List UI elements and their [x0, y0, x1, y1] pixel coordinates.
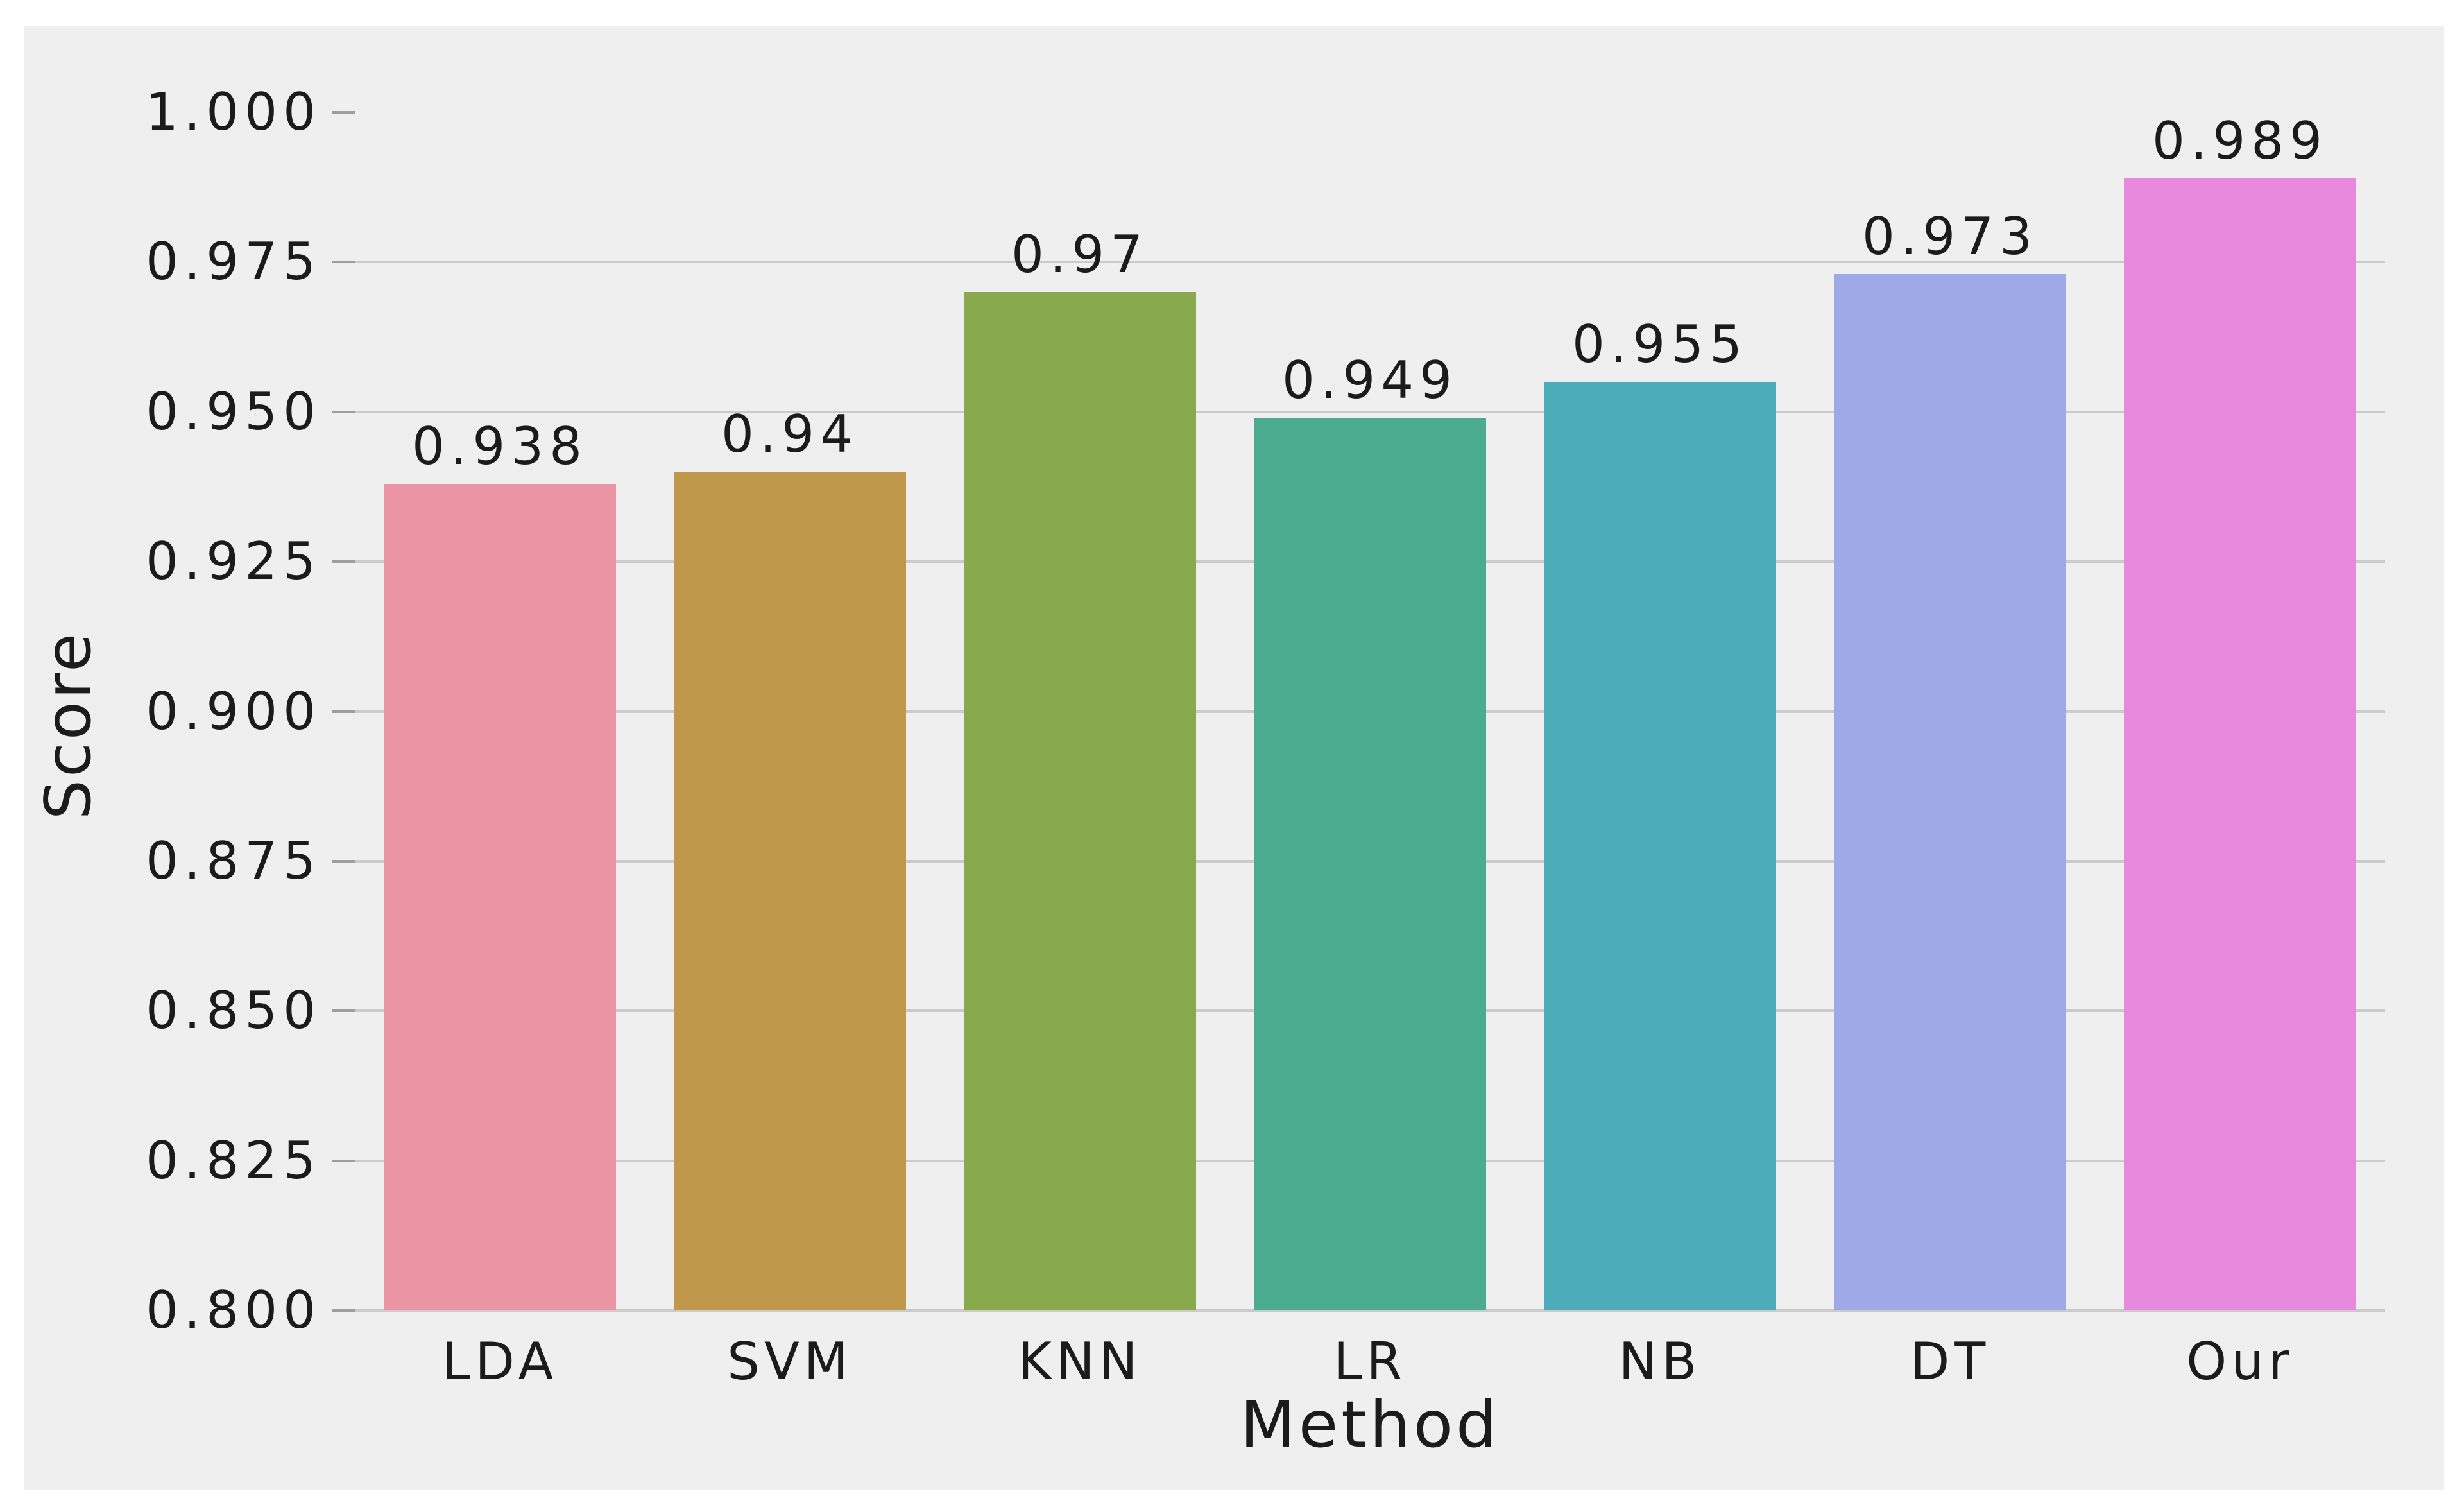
x-tick-label-Our: Our [2186, 1332, 2294, 1391]
bar-value-label-NB: 0.955 [1571, 314, 1749, 375]
bar-LR [1254, 418, 1486, 1310]
y-tick-label-0.800: 0.800 [145, 1280, 321, 1340]
bar-SVM [674, 472, 906, 1310]
chart-figure: Score Method 1.000 0.975 0.950 0.925 0.900 0.… [24, 26, 2444, 1490]
x-tick-label-DT: DT [1910, 1332, 1990, 1391]
x-axis-label: Method [1240, 1387, 1500, 1462]
bar-NB [1544, 382, 1776, 1310]
gridline-y-0.975 [355, 261, 2385, 264]
x-tick-label-LR: LR [1333, 1332, 1407, 1391]
y-tick-label-0.875: 0.875 [145, 830, 321, 891]
bar-Our [2124, 178, 2356, 1310]
x-tick-label-SVM: SVM [727, 1332, 853, 1391]
y-tick-label-0.825: 0.825 [145, 1130, 321, 1190]
bar-value-label-KNN: 0.97 [1011, 225, 1149, 285]
x-tick-label-NB: NB [1618, 1332, 1702, 1391]
y-tick-label-0.975: 0.975 [145, 232, 321, 292]
y-tick-mark-1.000 [332, 111, 355, 114]
y-tick-label-0.925: 0.925 [145, 531, 321, 592]
x-tick-label-LDA: LDA [441, 1332, 558, 1391]
bar-value-label-Our: 0.989 [2152, 110, 2329, 171]
y-tick-mark-0.850 [332, 1009, 355, 1013]
bar-value-label-DT: 0.973 [1861, 207, 2039, 267]
y-tick-mark-0.875 [332, 859, 355, 863]
y-tick-mark-0.800 [332, 1309, 355, 1312]
y-tick-mark-0.975 [332, 261, 355, 264]
bar-DT [1834, 274, 2066, 1310]
y-tick-label-1.000: 1.000 [145, 82, 321, 142]
plot-area: Method 1.000 0.975 0.950 0.925 0.900 0.875 0.8… [146, 87, 2385, 1457]
bar-value-label-LR: 0.949 [1281, 350, 1459, 411]
y-tick-label-0.900: 0.900 [145, 681, 321, 741]
bar-value-label-SVM: 0.94 [721, 404, 859, 465]
y-tick-mark-0.950 [332, 410, 355, 413]
bar-value-label-LDA: 0.938 [411, 416, 588, 476]
gridline-y-0.950 [355, 410, 2385, 413]
y-tick-label-0.850: 0.850 [145, 981, 321, 1041]
bar-KNN [964, 292, 1196, 1310]
y-tick-label-0.950: 0.950 [145, 381, 321, 442]
y-tick-mark-0.825 [332, 1159, 355, 1162]
y-tick-mark-0.925 [332, 560, 355, 563]
y-tick-mark-0.900 [332, 710, 355, 713]
gridline-y-0.800 [355, 1309, 2385, 1312]
bar-LDA [384, 483, 616, 1310]
y-axis-label: Score [32, 630, 105, 820]
x-tick-label-KNN: KNN [1018, 1332, 1142, 1391]
